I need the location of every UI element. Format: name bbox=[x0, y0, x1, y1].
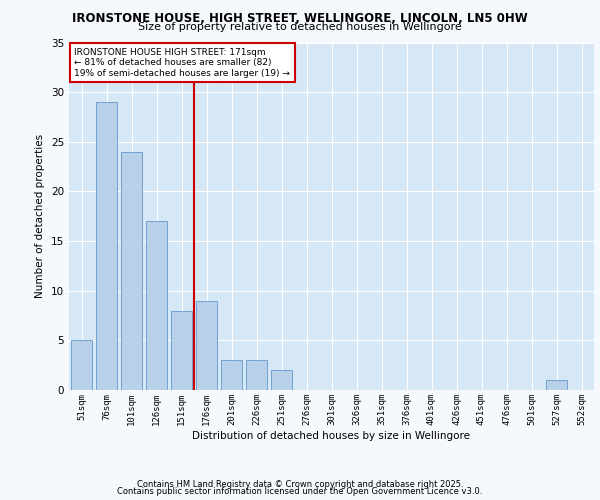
Text: IRONSTONE HOUSE HIGH STREET: 171sqm
← 81% of detached houses are smaller (82)
19: IRONSTONE HOUSE HIGH STREET: 171sqm ← 81… bbox=[74, 48, 290, 78]
Bar bbox=[221, 360, 242, 390]
Y-axis label: Number of detached properties: Number of detached properties bbox=[35, 134, 46, 298]
Text: Contains HM Land Registry data © Crown copyright and database right 2025.: Contains HM Land Registry data © Crown c… bbox=[137, 480, 463, 489]
Bar bbox=[546, 380, 567, 390]
Bar bbox=[71, 340, 92, 390]
X-axis label: Distribution of detached houses by size in Wellingore: Distribution of detached houses by size … bbox=[193, 430, 470, 440]
Bar bbox=[121, 152, 142, 390]
Bar bbox=[146, 221, 167, 390]
Bar bbox=[246, 360, 267, 390]
Bar bbox=[171, 310, 192, 390]
Bar bbox=[196, 300, 217, 390]
Text: IRONSTONE HOUSE, HIGH STREET, WELLINGORE, LINCOLN, LN5 0HW: IRONSTONE HOUSE, HIGH STREET, WELLINGORE… bbox=[72, 12, 528, 26]
Text: Contains public sector information licensed under the Open Government Licence v3: Contains public sector information licen… bbox=[118, 487, 482, 496]
Bar bbox=[271, 370, 292, 390]
Text: Size of property relative to detached houses in Wellingore: Size of property relative to detached ho… bbox=[138, 22, 462, 32]
Bar bbox=[96, 102, 117, 390]
